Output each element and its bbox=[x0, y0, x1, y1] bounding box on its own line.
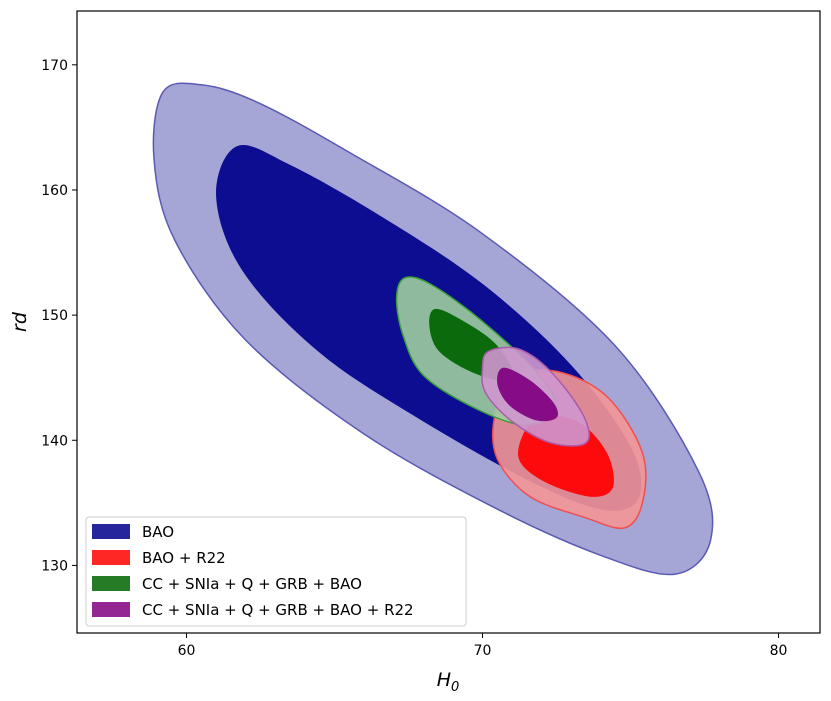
legend-swatch bbox=[92, 576, 130, 591]
contour-layer bbox=[152, 82, 714, 576]
legend-label: BAO bbox=[142, 523, 174, 541]
legend: BAO BAO + R22 CC + SNIa + Q + GRB + BAO CC … bbox=[85, 516, 467, 627]
legend-box bbox=[85, 516, 467, 627]
x-axis-label: H0 bbox=[437, 669, 460, 695]
y-tick-label: 160 bbox=[41, 183, 68, 199]
legend-label: BAO + R22 bbox=[142, 549, 226, 567]
x-tick-label: 60 bbox=[178, 643, 196, 659]
tick-layer: 60 70 80 130 140 150 160 170 bbox=[41, 58, 787, 659]
contour-series-4 bbox=[481, 346, 590, 447]
y-tick-label: 150 bbox=[41, 308, 68, 324]
y-axis-label: rd bbox=[9, 311, 31, 332]
y-tick-label: 130 bbox=[41, 558, 68, 574]
legend-label: CC + SNIa + Q + GRB + BAO + R22 bbox=[142, 601, 414, 619]
legend-swatch bbox=[92, 602, 130, 617]
y-tick-label: 170 bbox=[41, 58, 68, 74]
legend-swatch bbox=[92, 524, 130, 539]
plot-frame bbox=[76, 10, 821, 634]
contour-inner-4 bbox=[497, 367, 559, 422]
y-tick-label: 140 bbox=[41, 433, 68, 449]
legend-label: CC + SNIa + Q + GRB + BAO bbox=[142, 575, 362, 593]
x-tick-label: 70 bbox=[474, 643, 492, 659]
legend-swatch bbox=[92, 550, 130, 565]
x-axis-label-subscript: 0 bbox=[451, 680, 459, 695]
x-tick-label: 80 bbox=[770, 643, 788, 659]
